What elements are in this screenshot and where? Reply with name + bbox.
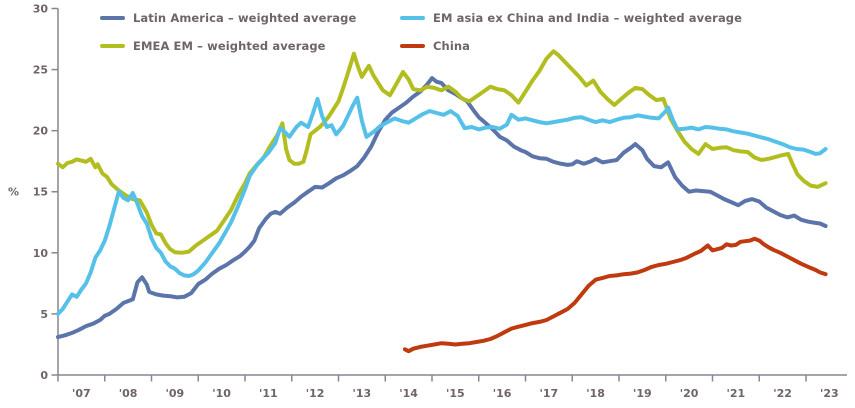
series-line-latin-america <box>56 76 828 340</box>
x-tick-label: '11 <box>259 387 278 400</box>
x-tick-label: '12 <box>306 387 325 400</box>
x-tick-label: '13 <box>353 387 372 400</box>
y-tick-label: 25 <box>33 64 48 77</box>
legend-item-china: China <box>400 36 742 55</box>
legend-item-latin-america: Latin America – weighted average <box>100 8 400 27</box>
latin-america-line-swatch-icon <box>100 15 125 20</box>
y-tick-label: 0 <box>40 369 48 382</box>
y-axis-unit-label: % <box>8 186 19 199</box>
legend-item-emea-em: EMEA EM – weighted average <box>100 36 400 55</box>
x-tick-label: '15 <box>446 387 465 400</box>
y-tick-label: 5 <box>40 308 48 321</box>
x-tick-label: '23 <box>820 387 839 400</box>
y-tick-label: 30 <box>33 2 49 15</box>
legend-item-em-asia: EM asia ex China and India – weighted av… <box>400 8 742 27</box>
x-tick-label: '22 <box>773 387 792 400</box>
em-asia-line-swatch-icon <box>400 15 425 20</box>
series-line-china <box>402 236 828 354</box>
x-tick-label: '19 <box>633 387 652 400</box>
x-tick-label: '14 <box>399 387 418 400</box>
series-line-em-asia-ex-china-india <box>56 95 828 316</box>
y-tick-label: 20 <box>33 125 49 138</box>
x-tick-label: '21 <box>727 387 746 400</box>
legend-label-em-asia: EM asia ex China and India – weighted av… <box>433 10 743 25</box>
x-tick-label: '17 <box>540 387 559 400</box>
x-tick-label: '16 <box>493 387 512 400</box>
y-tick-label: 10 <box>33 247 49 260</box>
china-line-swatch-icon <box>400 43 425 48</box>
y-tick-label: 15 <box>33 186 48 199</box>
x-tick-label: '10 <box>212 387 231 400</box>
legend-label-latin-america: Latin America – weighted average <box>133 10 357 25</box>
legend-label-emea-em: EMEA EM – weighted average <box>133 38 326 53</box>
emea-em-line-swatch-icon <box>100 43 125 48</box>
x-tick-label: '20 <box>680 387 699 400</box>
chart-legend: Latin America – weighted average EM asia… <box>100 8 742 55</box>
x-tick-label: '07 <box>72 387 91 400</box>
x-tick-label: '18 <box>586 387 605 400</box>
series-line-emea-em <box>56 49 828 255</box>
x-tick-label: '09 <box>166 387 185 400</box>
x-tick-label: '08 <box>119 387 138 400</box>
legend-label-china: China <box>433 38 471 53</box>
